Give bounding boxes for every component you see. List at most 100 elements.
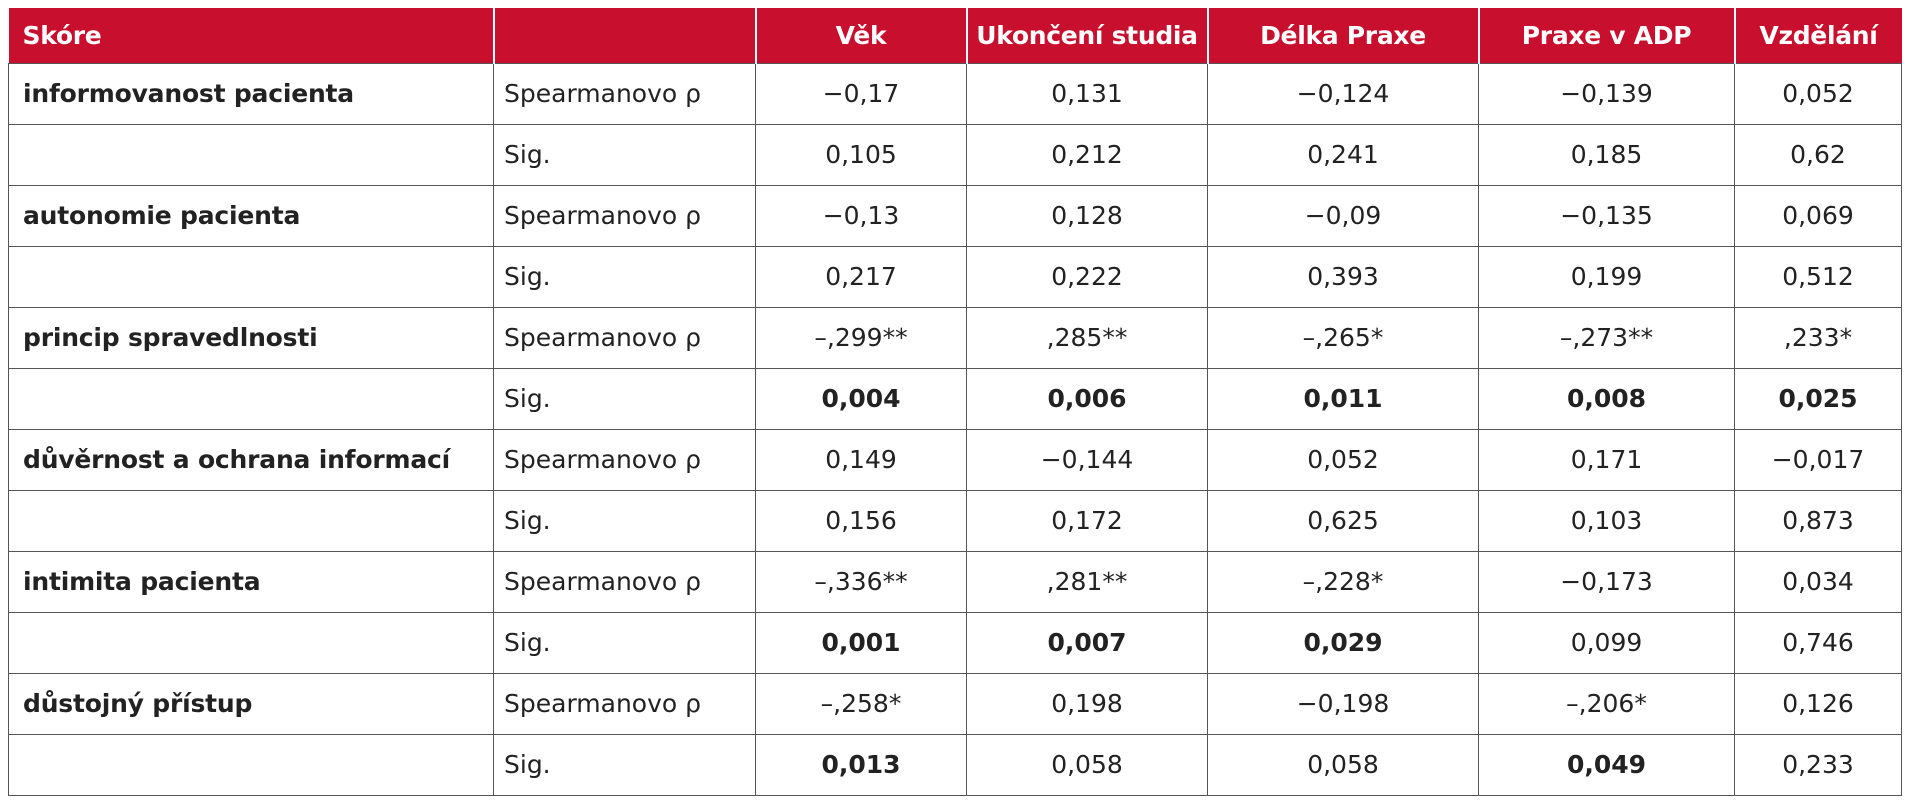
value-cell: 0,052 (1207, 428, 1479, 491)
value-cell: 0,069 (1734, 184, 1902, 247)
value-cell: 0,62 (1734, 123, 1902, 186)
value-cell: 0,217 (755, 245, 967, 308)
value-cell: 0,512 (1734, 245, 1902, 308)
table-row: Sig. 0,013 0,058 0,058 0,049 0,233 (8, 733, 1902, 796)
score-cell: princip spravedlnosti (8, 306, 494, 369)
value-cell: –,265* (1207, 306, 1479, 369)
header-delka-praxe: Délka Praxe (1207, 8, 1480, 63)
value-cell: 0,013 (755, 733, 967, 796)
score-cell (8, 245, 494, 308)
value-cell: –,228* (1207, 550, 1479, 613)
value-cell: 0,004 (755, 367, 967, 430)
value-cell: ,285** (966, 306, 1208, 369)
value-cell: 0,241 (1207, 123, 1479, 186)
score-cell (8, 489, 494, 552)
value-cell: 0,198 (966, 672, 1208, 735)
value-cell: 0,233 (1734, 733, 1902, 796)
table-row: princip spravedlnosti Spearmanovo ρ –,299*… (8, 306, 1902, 369)
table-row: Sig. 0,004 0,006 0,011 0,008 0,025 (8, 367, 1902, 430)
statistic-cell: Sig. (493, 733, 756, 796)
value-cell: 0,128 (966, 184, 1208, 247)
value-cell: 0,001 (755, 611, 967, 674)
value-cell: 0,873 (1734, 489, 1902, 552)
score-cell: informovanost pacienta (8, 62, 494, 125)
value-cell: −0,198 (1207, 672, 1479, 735)
statistic-cell: Spearmanovo ρ (493, 672, 756, 735)
value-cell: 0,171 (1478, 428, 1735, 491)
value-cell: 0,099 (1478, 611, 1735, 674)
value-cell: 0,011 (1207, 367, 1479, 430)
value-cell: −0,017 (1734, 428, 1902, 491)
score-cell (8, 611, 494, 674)
table-row: Sig. 0,105 0,212 0,241 0,185 0,62 (8, 123, 1902, 186)
value-cell: 0,008 (1478, 367, 1735, 430)
statistic-cell: Sig. (493, 611, 756, 674)
value-cell: 0,131 (966, 62, 1208, 125)
correlation-table-container: Skóre Věk Ukončení studia Délka Praxe Pr… (8, 8, 1902, 796)
table-header: Skóre Věk Ukončení studia Délka Praxe Pr… (8, 8, 1902, 63)
score-cell: intimita pacienta (8, 550, 494, 613)
value-cell: 0,058 (1207, 733, 1479, 796)
value-cell: −0,17 (755, 62, 967, 125)
score-cell (8, 367, 494, 430)
value-cell: 0,105 (755, 123, 967, 186)
value-cell: −0,135 (1478, 184, 1735, 247)
value-cell: 0,025 (1734, 367, 1902, 430)
score-cell (8, 123, 494, 186)
value-cell: 0,625 (1207, 489, 1479, 552)
statistic-cell: Spearmanovo ρ (493, 62, 756, 125)
table-row: důvěrnost a ochrana informací Spearmanovo… (8, 428, 1902, 491)
value-cell: –,258* (755, 672, 967, 735)
value-cell: 0,149 (755, 428, 967, 491)
value-cell: ,233* (1734, 306, 1902, 369)
value-cell: −0,139 (1478, 62, 1735, 125)
score-cell: důvěrnost a ochrana informací (8, 428, 494, 491)
statistic-cell: Spearmanovo ρ (493, 550, 756, 613)
header-score: Skóre (8, 8, 495, 63)
header-row: Skóre Věk Ukončení studia Délka Praxe Pr… (8, 8, 1902, 63)
table-row: Sig. 0,001 0,007 0,029 0,099 0,746 (8, 611, 1902, 674)
table-row: Sig. 0,217 0,222 0,393 0,199 0,512 (8, 245, 1902, 308)
statistic-cell: Sig. (493, 123, 756, 186)
table-row: informovanost pacienta Spearmanovo ρ −0,17… (8, 62, 1902, 125)
value-cell: –,206* (1478, 672, 1735, 735)
value-cell: 0,185 (1478, 123, 1735, 186)
correlation-table: Skóre Věk Ukončení studia Délka Praxe Pr… (8, 8, 1902, 796)
value-cell: 0,007 (966, 611, 1208, 674)
value-cell: −0,144 (966, 428, 1208, 491)
value-cell: 0,126 (1734, 672, 1902, 735)
table-body: informovanost pacienta Spearmanovo ρ −0,17… (8, 62, 1902, 796)
value-cell: ,281** (966, 550, 1208, 613)
value-cell: 0,212 (966, 123, 1208, 186)
table-row: intimita pacienta Spearmanovo ρ –,336** ,28… (8, 550, 1902, 613)
value-cell: 0,029 (1207, 611, 1479, 674)
statistic-cell: Sig. (493, 367, 756, 430)
score-cell: důstojný přístup (8, 672, 494, 735)
header-ukonceni-studia: Ukončení studia (966, 8, 1209, 63)
header-vek: Věk (755, 8, 968, 63)
value-cell: 0,156 (755, 489, 967, 552)
value-cell: 0,049 (1478, 733, 1735, 796)
value-cell: 0,058 (966, 733, 1208, 796)
value-cell: −0,13 (755, 184, 967, 247)
score-cell: autonomie pacienta (8, 184, 494, 247)
value-cell: −0,173 (1478, 550, 1735, 613)
value-cell: 0,222 (966, 245, 1208, 308)
value-cell: 0,393 (1207, 245, 1479, 308)
value-cell: −0,09 (1207, 184, 1479, 247)
value-cell: 0,172 (966, 489, 1208, 552)
value-cell: –,299** (755, 306, 967, 369)
score-cell (8, 733, 494, 796)
header-praxe-v-adp: Praxe v ADP (1478, 8, 1736, 63)
value-cell: 0,103 (1478, 489, 1735, 552)
value-cell: 0,746 (1734, 611, 1902, 674)
value-cell: –,273** (1478, 306, 1735, 369)
statistic-cell: Sig. (493, 489, 756, 552)
value-cell: −0,124 (1207, 62, 1479, 125)
table-row: Sig. 0,156 0,172 0,625 0,103 0,873 (8, 489, 1902, 552)
statistic-cell: Spearmanovo ρ (493, 306, 756, 369)
statistic-cell: Spearmanovo ρ (493, 428, 756, 491)
header-vzdelani: Vzdělání (1734, 8, 1902, 63)
statistic-cell: Spearmanovo ρ (493, 184, 756, 247)
table-row: autonomie pacienta Spearmanovo ρ −0,13 0,12… (8, 184, 1902, 247)
